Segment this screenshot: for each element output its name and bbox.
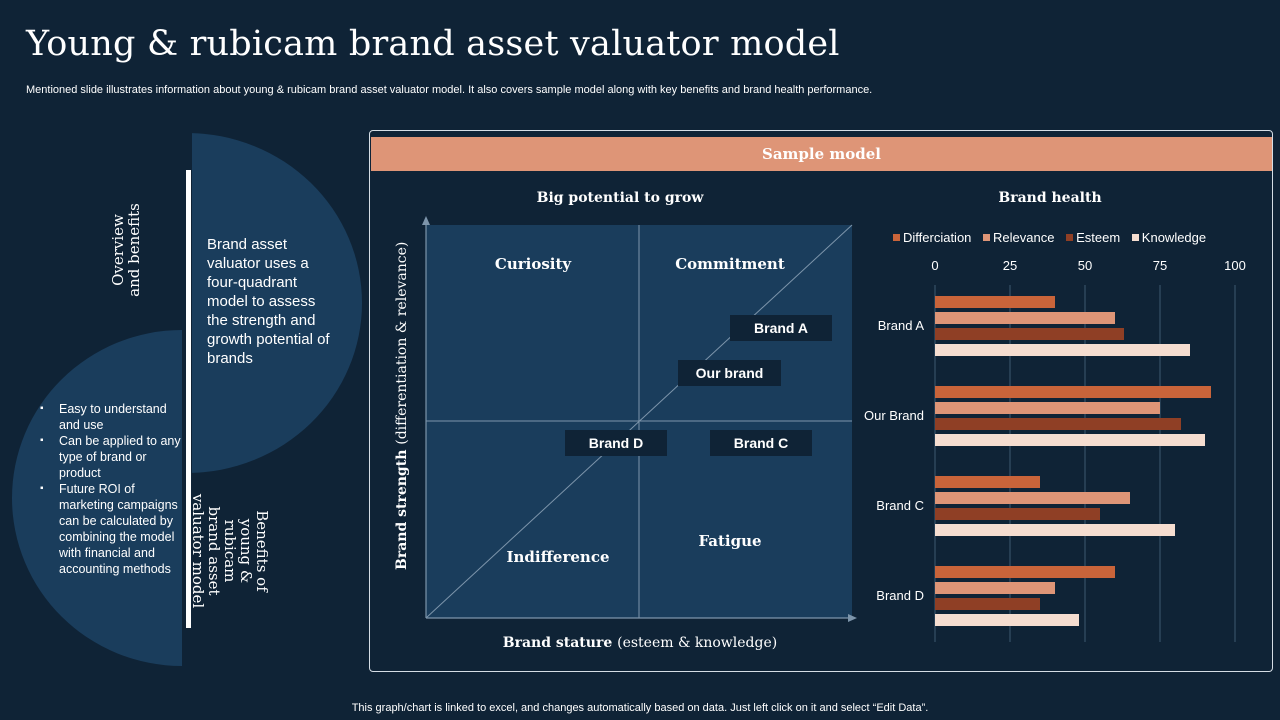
list-item: Easy to understand and use: [40, 401, 182, 433]
bar: [935, 344, 1190, 356]
list-item: Future ROI of marketing campaigns can be…: [40, 481, 182, 577]
footer-note: This graph/chart is linked to excel, and…: [351, 702, 929, 714]
y-axis-arrow: [422, 216, 430, 225]
x-axis-label-bold: Brand stature: [502, 635, 613, 651]
x-tick-label: 0: [931, 258, 938, 273]
quadrant-commitment: Commitment: [675, 255, 785, 273]
brand-health-title: Brand health: [998, 190, 1102, 206]
bar: [935, 582, 1055, 594]
legend-swatch: [1066, 234, 1074, 241]
category-label: Brand C: [876, 498, 924, 513]
quadrant-fatigue: Fatigue: [698, 532, 762, 550]
divider-bar: [186, 170, 191, 628]
quadrant-chart-title: Big potential to grow: [536, 190, 704, 206]
legend-label: Esteem: [1076, 230, 1121, 245]
quadrant-diagonal: [425, 224, 853, 619]
x-axis-label: Brand stature (esteem & knowledge): [440, 635, 840, 651]
legend-item: Relevance: [983, 230, 1054, 245]
bar: [935, 312, 1115, 324]
bar: [935, 386, 1211, 398]
legend-item: Knowledge: [1131, 230, 1207, 245]
bar: [935, 418, 1181, 430]
x-axis-label-light: (esteem & knowledge): [617, 635, 778, 651]
bar: [935, 492, 1130, 504]
x-tick-label: 75: [1153, 258, 1167, 273]
legend-label: Differciation: [903, 230, 972, 245]
bar: [935, 598, 1040, 610]
x-tick-label: 100: [1224, 258, 1246, 273]
quadrant-indifference: Indifference: [506, 548, 610, 566]
brand-d-marker: Brand D: [565, 430, 667, 456]
page-subtitle: Mentioned slide illustrates information …: [26, 84, 873, 96]
bar: [935, 614, 1079, 626]
legend-swatch: [1131, 234, 1139, 241]
bar: [935, 566, 1115, 578]
overview-text: Brand asset valuator uses a four-quadran…: [207, 236, 330, 367]
bar: [935, 508, 1100, 520]
category-label: Our Brand: [864, 408, 924, 423]
brand-c-marker: Brand C: [710, 430, 812, 456]
legend-label: Knowledge: [1141, 230, 1207, 245]
list-item: Can be applied to any type of brand or p…: [40, 433, 182, 481]
x-tick-label: 50: [1078, 258, 1092, 273]
category-label: Brand A: [878, 318, 925, 333]
bar: [935, 402, 1160, 414]
page-title: Young & rubicam brand asset valuator mod…: [26, 24, 840, 64]
legend-swatch: [893, 234, 900, 241]
category-label: Brand D: [876, 588, 924, 603]
sample-model-header: Sample model: [371, 137, 1272, 171]
bar: [935, 434, 1205, 446]
legend-item: Differciation: [893, 230, 971, 245]
x-tick-label: 25: [1003, 258, 1017, 273]
bar: [935, 328, 1124, 340]
legend-swatch: [983, 234, 991, 241]
bar: [935, 524, 1175, 536]
sample-model-panel: [369, 130, 1273, 672]
x-axis-arrow: [848, 614, 857, 622]
our-brand-marker: Our brand: [678, 360, 781, 386]
bar: [935, 476, 1040, 488]
legend-label: Relevance: [993, 230, 1055, 245]
benefits-list: Easy to understand and use Can be applie…: [40, 401, 182, 577]
bar: [935, 296, 1055, 308]
quadrant-curiosity: Curiosity: [494, 255, 572, 273]
brand-health-legend: Differciation Relevance Esteem Knowledge: [893, 230, 1214, 245]
brand-a-marker: Brand A: [730, 315, 832, 341]
legend-item: Esteem: [1066, 230, 1120, 245]
